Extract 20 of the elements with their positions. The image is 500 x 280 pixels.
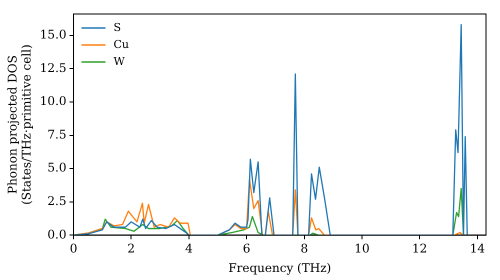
x-tick-label: 8 [300, 242, 308, 256]
x-tick-label: 6 [242, 242, 250, 256]
y-tick-label: 15.0 [40, 27, 67, 42]
y-tick-label: 0.0 [47, 227, 67, 242]
y-tick-label: 2.5 [47, 194, 67, 208]
x-tick-label: 2 [127, 242, 136, 256]
legend-label: W [114, 54, 126, 68]
x-tick-label: 4 [185, 242, 194, 256]
legend-label: S [114, 20, 122, 34]
x-tick-label: 10 [354, 242, 370, 256]
x-tick-label: 0 [70, 242, 78, 256]
y-tick-label: 5.0 [47, 160, 67, 175]
y-axis-title: Phonon projected DOS (States/THz·primitive cell) [5, 44, 34, 205]
legend-label: Cu [114, 38, 130, 51]
x-axis-title: Frequency (THz) [228, 260, 332, 275]
y-tick-label: 12.5 [40, 60, 67, 75]
x-tick-label: 12 [412, 242, 428, 256]
x-tick-label: 14 [470, 242, 486, 256]
y-tick-label: 10.0 [40, 94, 67, 108]
y-tick-label: 7.5 [47, 127, 67, 142]
